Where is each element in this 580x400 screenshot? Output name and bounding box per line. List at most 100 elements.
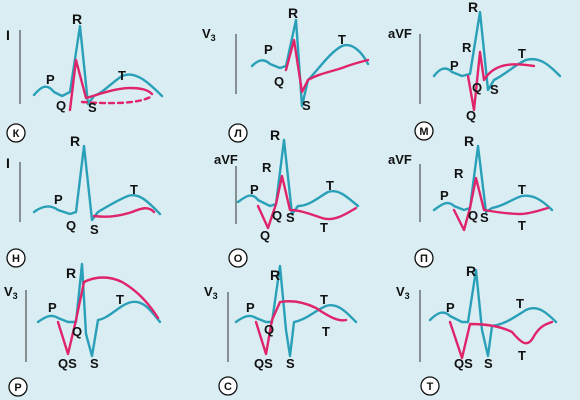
label-R: R (466, 263, 476, 279)
label-R: R (270, 127, 280, 143)
label-T: T (320, 292, 328, 307)
red-trace (56, 276, 160, 356)
panel-k: I R P Q S T К (6, 11, 164, 143)
panel-o: aVF R R P Q S T T Q О (214, 127, 360, 268)
badge-circle (414, 121, 434, 141)
red-trace (452, 176, 550, 232)
label-S: S (90, 356, 99, 371)
label-T: T (518, 46, 526, 61)
label-P: P (264, 42, 273, 57)
badge-letter: Н (12, 253, 20, 265)
label-Q: Q (72, 324, 82, 339)
label-T: T (518, 182, 526, 197)
panel-p: aVF R R P Q S T T П (388, 133, 554, 268)
red-dashed-trace (80, 94, 154, 105)
badge-letter: О (234, 253, 243, 265)
panel-t: V3 R P T T QS S Т (396, 263, 558, 396)
lead-label: V3 (204, 284, 218, 301)
badge-circle (218, 376, 238, 396)
badge-circle (228, 248, 248, 268)
panel-l: V3 R P Q S T Л (202, 5, 370, 143)
label-T: T (130, 182, 138, 197)
badge-letter: П (420, 253, 428, 265)
lead-label: I (6, 155, 10, 171)
label-R: R (270, 267, 280, 283)
red-trace (92, 207, 156, 218)
label-QS: QS (58, 356, 77, 371)
lead-label: aVF (388, 26, 412, 41)
label-T2: T (518, 348, 526, 363)
panel-n: I R P Q S T Н (6, 133, 162, 268)
label-P: P (46, 72, 55, 87)
label-R: R (468, 0, 478, 15)
blue-trace (428, 268, 558, 358)
badge-letter: Р (14, 382, 21, 394)
label-Q2: Q (466, 108, 476, 123)
label-S: S (302, 98, 311, 113)
red-trace (284, 38, 370, 94)
label-QS: QS (254, 356, 273, 371)
blue-trace (234, 264, 358, 358)
label-Q: Q (264, 322, 274, 337)
label-S: S (90, 222, 99, 237)
label-R: R (464, 133, 474, 149)
label-P: P (440, 188, 449, 203)
red-trace (466, 50, 536, 112)
label-T: T (118, 68, 126, 83)
label-P: P (446, 300, 455, 315)
blue-trace (250, 18, 370, 108)
badge-circle (8, 377, 28, 397)
lead-label: aVF (388, 152, 412, 167)
blue-trace (32, 24, 164, 106)
label-T: T (516, 296, 524, 311)
red-trace (68, 58, 154, 112)
blue-trace (432, 10, 562, 92)
label-P: P (246, 300, 255, 315)
lead-label: aVF (214, 152, 238, 167)
label-T2: T (322, 324, 330, 339)
lead-label: V3 (202, 26, 216, 43)
badge-letter: Л (234, 128, 242, 140)
label-R: R (70, 133, 80, 149)
label-S: S (490, 82, 499, 97)
label-R: R (72, 11, 82, 27)
label-P: P (250, 182, 259, 197)
label-Q: Q (272, 208, 282, 223)
lead-label: V3 (396, 284, 410, 301)
label-S: S (286, 356, 295, 371)
label-S: S (480, 210, 489, 225)
label-Q2: Q (260, 228, 270, 243)
lead-label: V3 (4, 284, 18, 301)
red-trace (254, 300, 348, 356)
label-Q: Q (468, 208, 478, 223)
label-S: S (88, 100, 97, 115)
label-QS: QS (454, 356, 473, 371)
red-trace (256, 174, 358, 230)
badge-circle (228, 123, 248, 143)
badge-letter: Т (427, 381, 434, 393)
badge-circle (6, 123, 26, 143)
label-S: S (484, 356, 493, 371)
label-T: T (338, 32, 346, 47)
label-Q: Q (66, 218, 76, 233)
label-R: R (288, 5, 298, 21)
label-T: T (326, 178, 334, 193)
badge-circle (414, 248, 434, 268)
badge-letter: К (13, 128, 20, 140)
badge-letter: С (224, 381, 232, 393)
blue-trace (236, 138, 360, 216)
label-R2: R (262, 160, 272, 175)
blue-trace (432, 144, 554, 214)
label-Q: Q (56, 98, 66, 113)
panel-m: aVF R R P Q S T Q М (388, 0, 562, 141)
label-T2: T (518, 218, 526, 233)
red-trace (448, 320, 554, 360)
label-T: T (116, 292, 124, 307)
badge-circle (420, 376, 440, 396)
label-P: P (54, 192, 63, 207)
label-R: R (66, 265, 76, 281)
panel-s: V3 R P Q T T QS S С (204, 264, 358, 396)
blue-trace (36, 262, 162, 358)
label-R2: R (462, 40, 472, 55)
